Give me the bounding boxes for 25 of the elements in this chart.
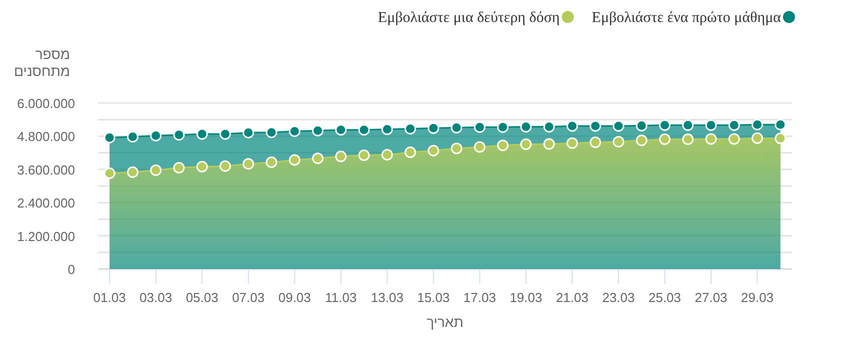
x-tick-label: 03.03 <box>140 290 172 305</box>
legend-label: Εμβολιάστε ένα πρώτο μάθημα <box>592 10 782 26</box>
x-tick-label: 09.03 <box>278 290 311 305</box>
x-tick-label: 29.03 <box>741 290 774 305</box>
x-tick-label: 19.03 <box>510 290 542 305</box>
x-tick-label: 07.03 <box>232 290 265 305</box>
y-tick-label: 3.600.000 <box>17 162 75 178</box>
x-tick-label: 05.03 <box>186 290 218 305</box>
x-tick-label: 25.03 <box>648 290 682 305</box>
y-tick-label: 4.800.000 <box>17 129 75 144</box>
x-tick-label: 11.03 <box>325 290 357 305</box>
x-tick-label: 27.03 <box>694 290 728 305</box>
x-tick-label: 01.03 <box>93 290 126 305</box>
x-tick-label: 15.03 <box>417 290 450 305</box>
x-tick-label: 23.03 <box>602 290 635 305</box>
y-tick-label: 2.400.000 <box>17 196 75 211</box>
y-tick-label: 6.000.000 <box>17 96 75 111</box>
x-tick-label: 13.03 <box>370 290 404 305</box>
y-axis-title: מספר מתחסנים <box>13 46 70 80</box>
y-tick-label: 1.200.000 <box>17 228 75 244</box>
y-tick-label: 0 <box>68 262 75 277</box>
legend-label: Εμβολιάστε μια δεύτερη δόση <box>378 10 560 26</box>
x-axis-title: תאריך <box>426 314 464 330</box>
x-tick-label: 17.03 <box>463 290 496 305</box>
x-tick-label: 21.03 <box>556 290 589 305</box>
